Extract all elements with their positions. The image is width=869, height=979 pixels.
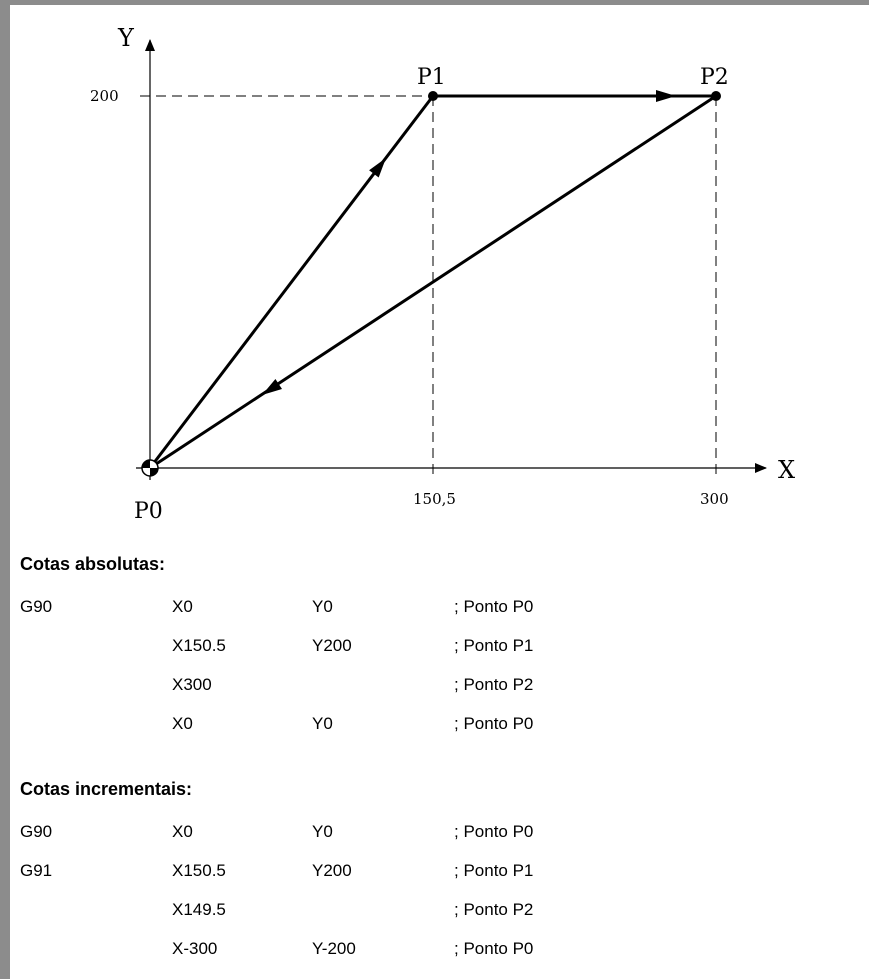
comment: ; Ponto P0 [454, 714, 534, 733]
point-p1-dot [428, 91, 438, 101]
x-value: X150.5 [172, 636, 226, 655]
point-label-p0: P0 [134, 499, 163, 524]
y-value: Y0 [312, 714, 333, 733]
comment: ; Ponto P2 [454, 675, 534, 694]
x-value: X-300 [172, 939, 218, 958]
comment: ; Ponto P0 [454, 822, 534, 841]
point-p2-dot [711, 91, 721, 101]
incremental-section-title: Cotas incrementais: [20, 779, 193, 799]
axis-x-label: X [778, 456, 795, 484]
x-value: X149.5 [172, 900, 226, 919]
y-value: Y0 [312, 822, 333, 841]
g-code: G90 [20, 822, 53, 841]
tick-label-x-300: 300 [700, 490, 729, 508]
segment-p0-p1 [148, 95, 435, 469]
direction-arrow-p1-p2 [656, 90, 676, 102]
tick-label-x-150: 150,5 [413, 490, 456, 508]
x-value: X0 [172, 597, 193, 616]
x-value: X0 [172, 822, 193, 841]
point-label-p2: P2 [700, 65, 729, 90]
y-value: Y200 [312, 861, 352, 880]
axis-y-label: Y [117, 24, 135, 52]
absolute-section-title: Cotas absolutas: [20, 554, 166, 574]
point-label-p1: P1 [417, 65, 446, 90]
x-value: X150.5 [172, 861, 226, 880]
x-value: X300 [172, 675, 212, 694]
x-value: X0 [172, 714, 193, 733]
comment: ; Ponto P0 [454, 597, 534, 616]
y-value: Y-200 [312, 939, 356, 958]
g-code: G90 [20, 597, 53, 616]
direction-arrow-p0-p1 [369, 158, 386, 178]
y-value: Y200 [312, 636, 352, 655]
comment: ; Ponto P2 [454, 900, 534, 919]
comment: ; Ponto P1 [454, 861, 534, 880]
coordinate-diagram: Y X 200 150,5 300 P0 P1 P2 [90, 24, 795, 524]
y-value: Y0 [312, 597, 333, 616]
g-code: G91 [20, 861, 53, 880]
tick-label-y-200: 200 [90, 87, 119, 105]
direction-arrow-p2-p0 [262, 379, 283, 395]
origin-icon [141, 459, 159, 477]
comment: ; Ponto P1 [454, 636, 534, 655]
comment: ; Ponto P0 [454, 939, 534, 958]
segment-p2-p0 [149, 94, 717, 470]
